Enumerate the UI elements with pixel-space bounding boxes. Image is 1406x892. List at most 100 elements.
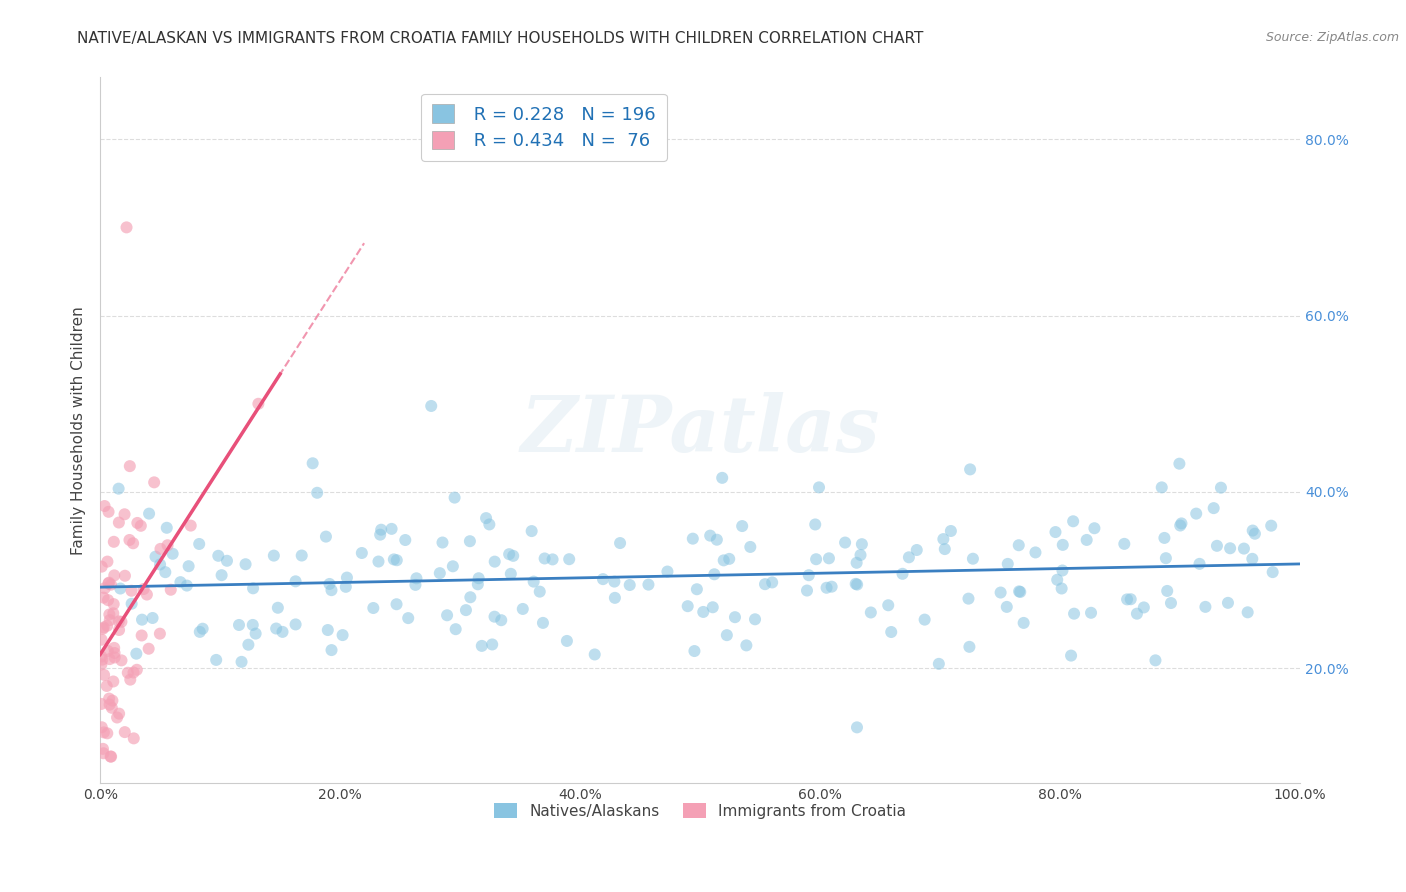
Point (761, 575, 783, 590)
Point (156, 521, 179, 535)
Point (350, 546, 373, 560)
Point (368, 527, 391, 541)
Point (122, 536, 145, 550)
Point (1062, 514, 1084, 528)
Point (1060, 648, 1083, 663)
Point (108, 623, 131, 637)
Point (108, 615, 131, 629)
Point (103, 646, 125, 660)
Point (436, 608, 458, 623)
Point (619, 578, 641, 592)
Point (754, 577, 776, 591)
Point (103, 597, 125, 611)
Point (138, 641, 160, 656)
Point (404, 578, 426, 592)
Point (1244, 526, 1267, 541)
Point (211, 568, 233, 582)
Point (914, 613, 936, 627)
Point (1010, 585, 1032, 599)
Point (928, 657, 950, 671)
Point (108, 516, 131, 530)
Point (97, 505, 120, 519)
Point (228, 618, 250, 632)
Point (307, 485, 329, 500)
Point (1133, 600, 1156, 615)
Point (149, 541, 172, 556)
Point (118, 459, 141, 474)
Point (97, 576, 120, 591)
Point (637, 577, 659, 591)
Point (1188, 557, 1211, 571)
Point (125, 647, 148, 661)
Point (155, 565, 177, 579)
Point (97, 593, 120, 607)
Point (1209, 481, 1232, 495)
Point (162, 547, 184, 561)
Point (101, 693, 124, 707)
Point (731, 519, 754, 533)
Point (1260, 518, 1282, 533)
Point (603, 574, 626, 589)
Point (321, 583, 343, 598)
Point (284, 617, 307, 632)
Point (93, 591, 115, 605)
Point (1241, 551, 1264, 566)
Point (96, 679, 118, 693)
Point (122, 665, 145, 680)
Point (441, 559, 464, 574)
Point (242, 618, 264, 632)
Point (104, 650, 127, 665)
Point (897, 550, 920, 565)
Point (135, 588, 157, 602)
Point (1083, 521, 1105, 535)
Point (1076, 533, 1098, 547)
Point (114, 568, 136, 582)
Point (699, 528, 721, 542)
Point (100, 749, 122, 764)
Point (100, 577, 122, 591)
Point (115, 220, 138, 235)
Point (149, 558, 172, 572)
Point (484, 555, 506, 569)
Point (703, 567, 725, 582)
Point (932, 532, 955, 546)
Point (114, 508, 136, 522)
Point (541, 552, 564, 566)
Point (114, 725, 136, 739)
Point (444, 622, 467, 636)
Point (120, 673, 142, 687)
Point (1160, 596, 1182, 610)
Point (394, 533, 416, 547)
Point (744, 612, 766, 626)
Point (94, 581, 117, 595)
Point (458, 534, 481, 549)
Point (990, 585, 1012, 599)
Point (321, 643, 343, 657)
Point (877, 599, 900, 613)
Point (995, 599, 1018, 614)
Point (475, 511, 498, 525)
Point (718, 552, 741, 566)
Point (96, 555, 118, 569)
Point (420, 399, 443, 413)
Point (142, 611, 165, 625)
Point (271, 624, 294, 639)
Point (1233, 541, 1256, 556)
Point (127, 516, 149, 530)
Point (90, 649, 112, 664)
Point (98, 691, 121, 706)
Point (247, 397, 270, 411)
Point (318, 577, 340, 591)
Point (1202, 501, 1225, 516)
Point (93, 725, 115, 739)
Point (467, 571, 489, 585)
Point (264, 622, 287, 636)
Point (1170, 516, 1192, 531)
Point (108, 706, 131, 721)
Point (859, 606, 882, 620)
Point (846, 577, 869, 591)
Point (849, 548, 872, 562)
Point (520, 524, 543, 538)
Point (735, 639, 758, 653)
Point (110, 653, 132, 667)
